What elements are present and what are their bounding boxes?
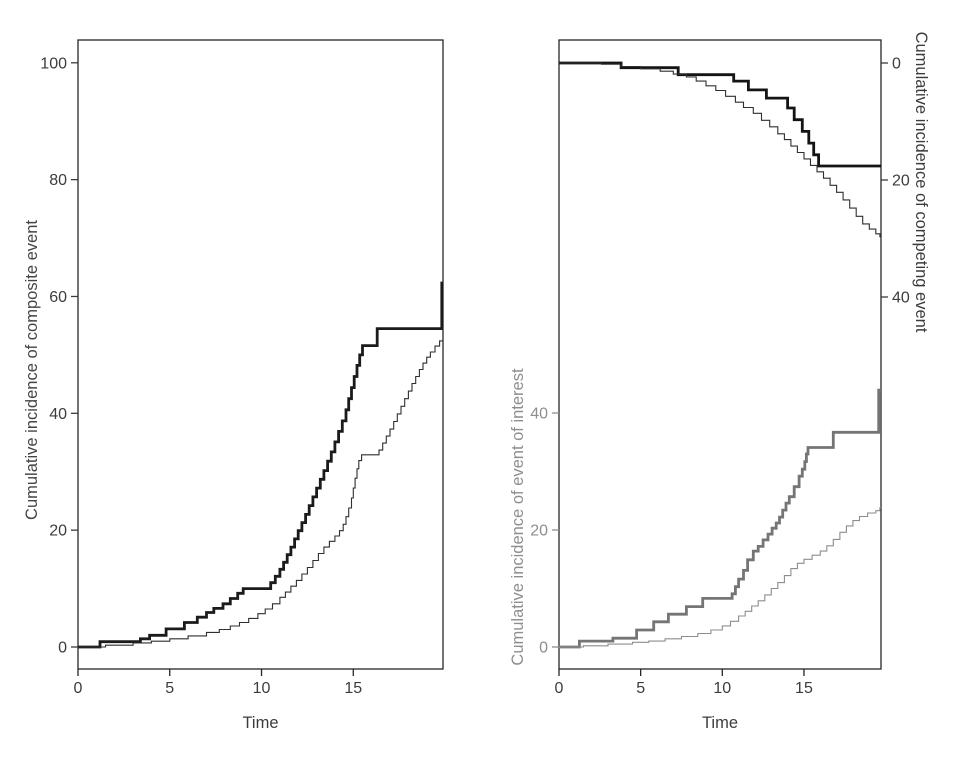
interest-competing-x-tick-label: 10	[713, 680, 731, 697]
panel-composite-event: 0 5 10 15 0 20 40 60 80 100	[40, 39, 444, 697]
interest-y-tick-label: 20	[530, 523, 548, 540]
composite-y-tick-label: 0	[58, 640, 67, 657]
composite-y-axis-label: Cumulative incidence of composite event	[23, 220, 41, 520]
composite-x-tick-label: 0	[74, 680, 83, 697]
composite-x-tick-label: 15	[344, 680, 362, 697]
composite-y-tick-label: 100	[40, 55, 67, 72]
interest-competing-plot-frame	[558, 39, 882, 670]
composite-plot-frame	[77, 39, 444, 670]
competing-y-tick-label: 0	[892, 56, 901, 73]
event-of-interest-y-axis-label: Cumulative incidence of event of interes…	[509, 368, 527, 666]
interest-competing-x-tick-label: 5	[636, 680, 645, 697]
competing-y-tick-label: 20	[892, 173, 910, 190]
composite-thick-line	[78, 281, 444, 649]
composite-thin-line	[78, 340, 443, 648]
competing-thin-line	[559, 62, 881, 238]
interest-thick-line	[559, 388, 881, 649]
composite-y-tick-label: 40	[49, 406, 67, 423]
interest-competing-x-axis-label: Time	[702, 714, 738, 732]
composite-y-tick-label: 60	[49, 289, 67, 306]
composite-y-tick-label: 80	[49, 172, 67, 189]
interest-y-tick-label: 40	[530, 406, 548, 423]
competing-event-y-axis-label: Cumulative incidence of competing event	[912, 32, 930, 333]
panel-interest-competing: 0 5 10 15 0 20 40 0 20 40	[530, 39, 910, 697]
interest-thin-line	[559, 507, 881, 648]
competing-y-tick-label: 40	[892, 290, 910, 307]
competing-thick-line	[559, 61, 881, 168]
composite-x-tick-label: 10	[253, 680, 271, 697]
composite-x-axis-label: Time	[242, 714, 278, 732]
interest-competing-x-tick-label: 15	[795, 680, 813, 697]
composite-y-tick-label: 20	[49, 523, 67, 540]
composite-x-tick-label: 5	[165, 680, 174, 697]
interest-competing-x-tick-label: 0	[555, 680, 564, 697]
interest-y-tick-label: 0	[539, 640, 548, 657]
